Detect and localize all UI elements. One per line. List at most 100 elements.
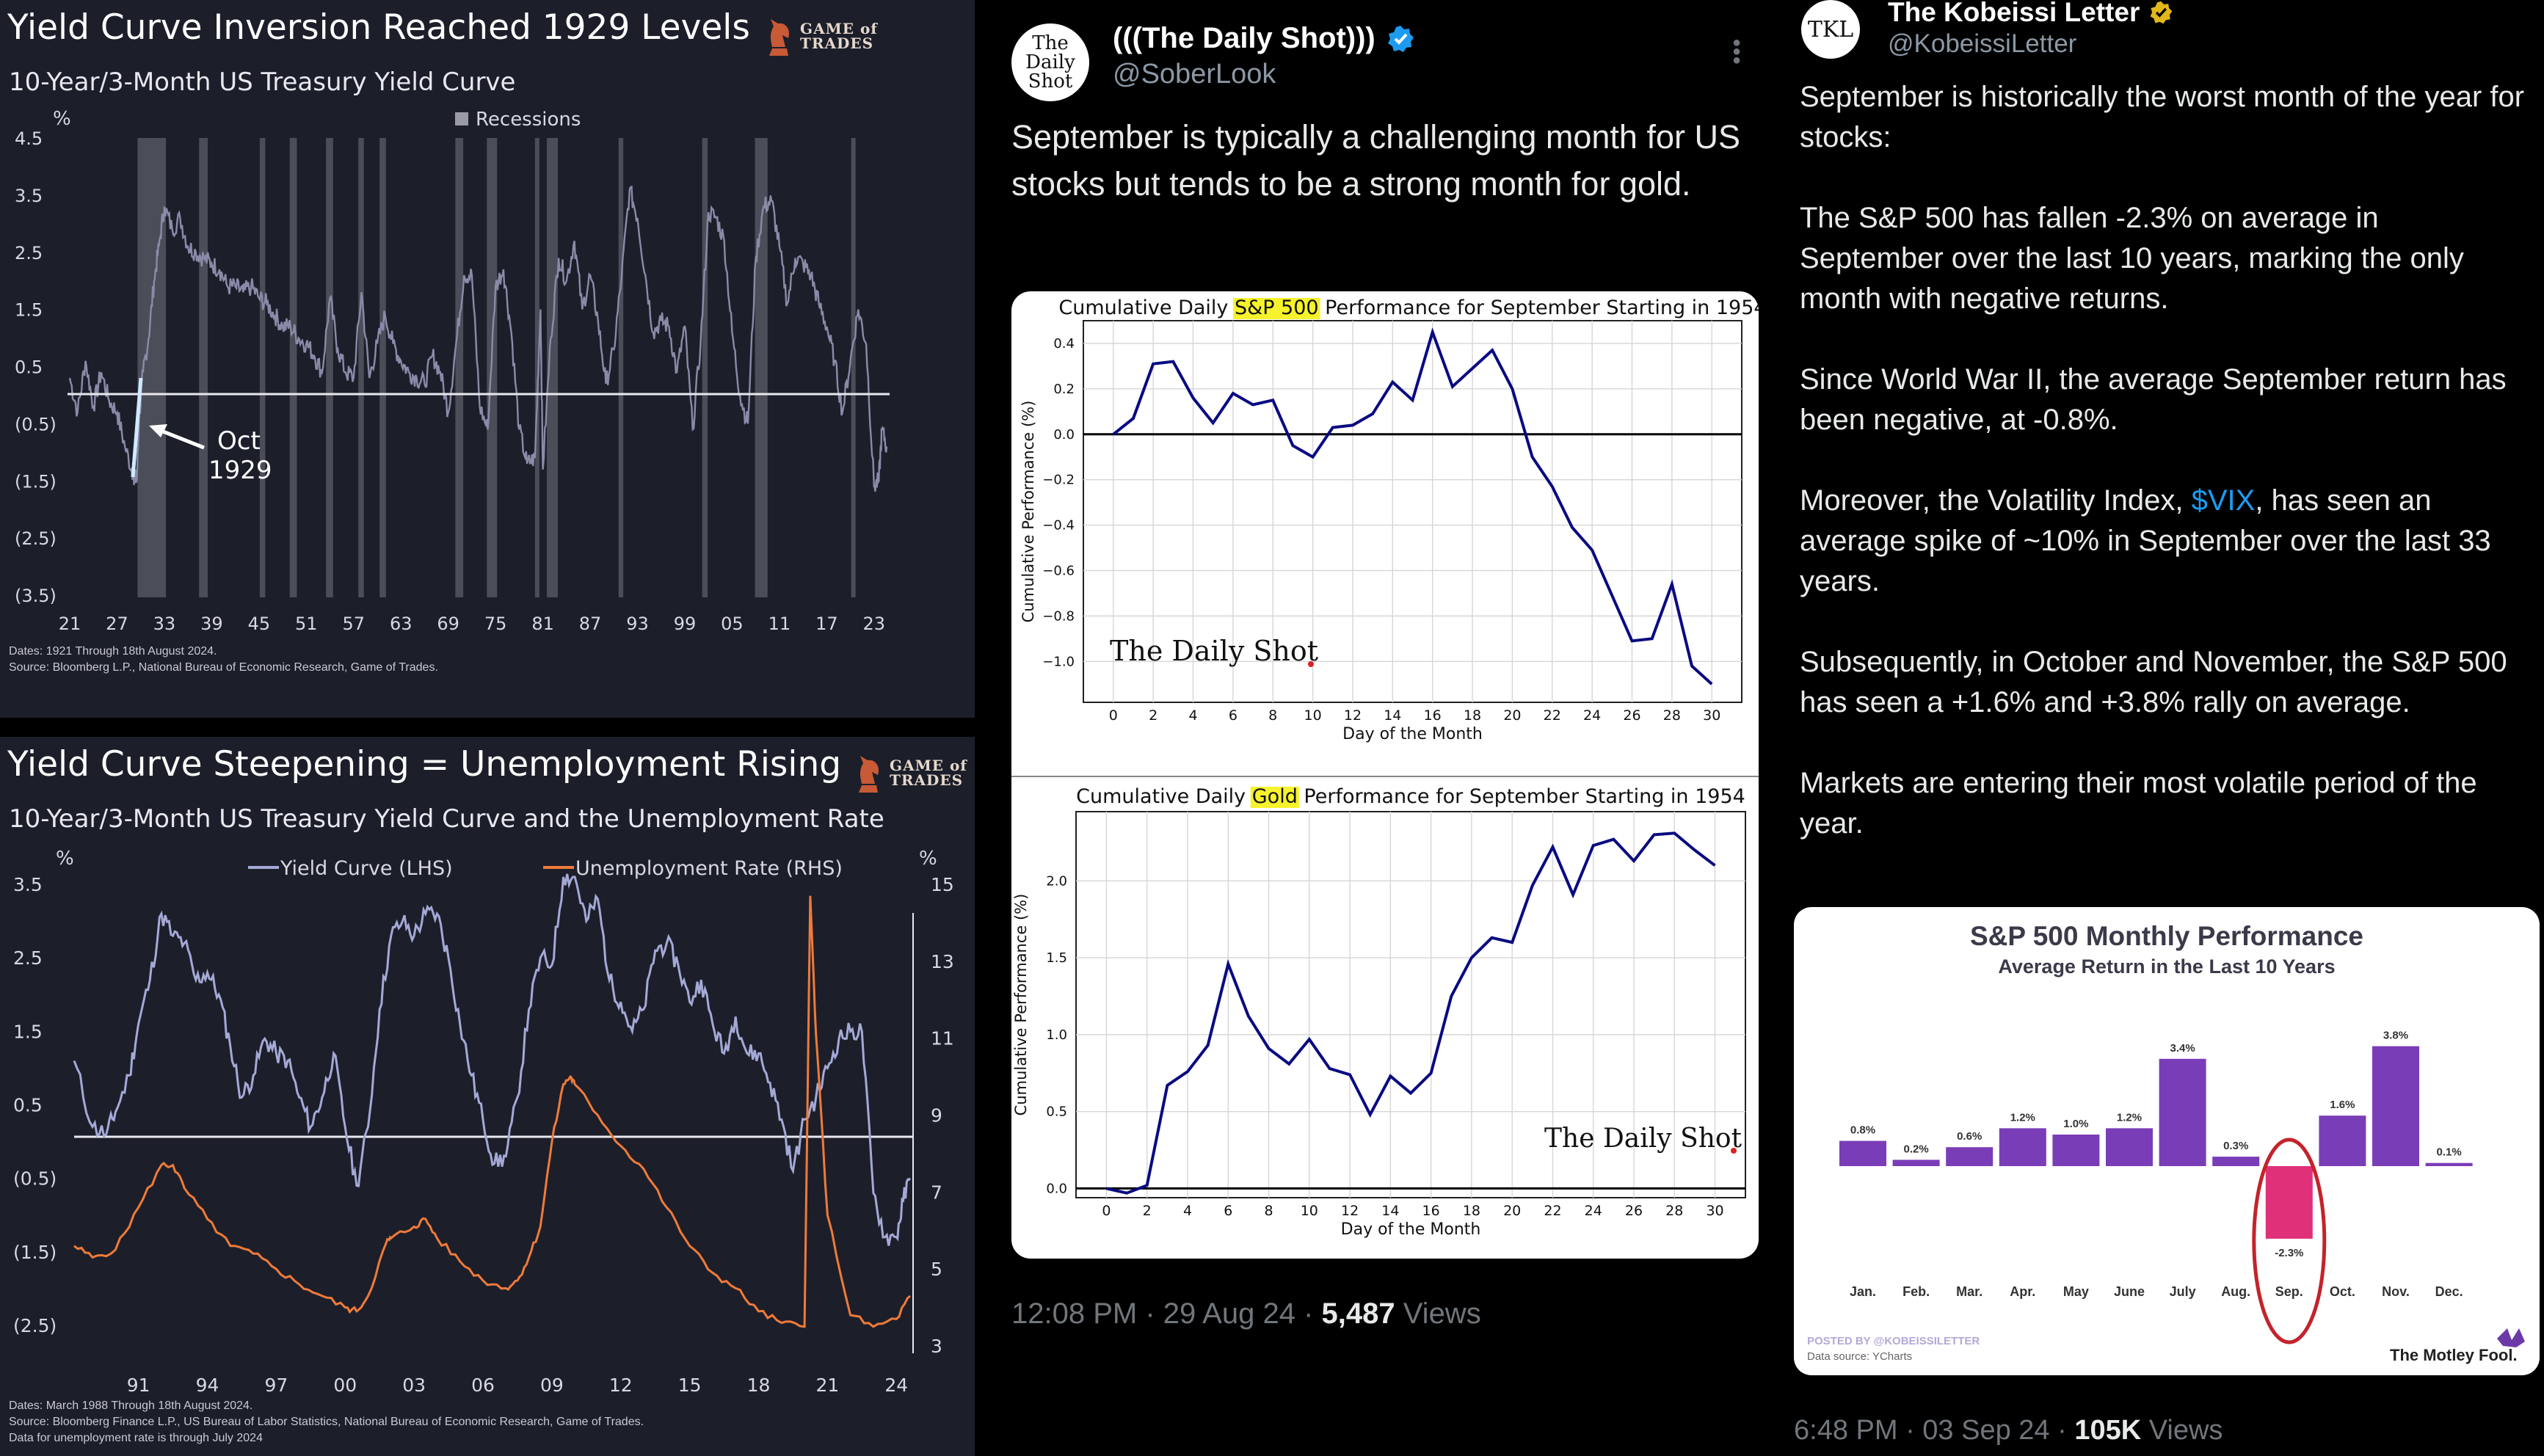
highlight-circle: [2252, 1138, 2327, 1344]
views-label: Views: [2148, 1415, 2223, 1446]
source-note: Source: Bloomberg Finance L.P., US Burea…: [9, 1416, 644, 1428]
legend-recessions: Recessions: [476, 109, 581, 131]
y-right-tick-label: 9: [931, 1105, 942, 1126]
month-label: Jan.: [1850, 1284, 1876, 1299]
x-tick-label: 06: [471, 1375, 495, 1396]
watermark-dot: [1308, 661, 1314, 667]
x-tick-label: 30: [1703, 707, 1720, 724]
more-options-icon[interactable]: ● ● ●: [1732, 34, 1742, 68]
y-tick-label: 3.5: [15, 186, 43, 206]
x-tick-label: 24: [1585, 1203, 1602, 1219]
x-tick-label: 0: [1109, 707, 1118, 724]
x-tick-label: 22: [1544, 707, 1561, 724]
y-tick-label: 2.0: [1046, 873, 1067, 889]
month-label: Aug.: [2221, 1284, 2250, 1299]
y-tick-label: 4.5: [15, 128, 43, 149]
x-tick-label: 11: [768, 614, 791, 634]
bar-value-label: 1.2%: [2010, 1111, 2035, 1124]
y-left-tick-label: 3.5: [13, 874, 43, 895]
chart-title: Yield Curve Inversion Reached 1929 Level…: [7, 7, 750, 48]
x-tick-label: 20: [1503, 707, 1521, 724]
author-handle[interactable]: @KobeissiLetter: [1888, 29, 2077, 58]
x-tick-label: 39: [200, 614, 223, 634]
recession-band: [199, 138, 208, 597]
y-right-tick-label: 13: [931, 951, 954, 972]
x-tick-label: 14: [1381, 1203, 1399, 1219]
y-tick-label: −1.0: [1042, 654, 1075, 669]
x-tick-label: 93: [626, 614, 649, 634]
bar: [1999, 1128, 2046, 1166]
x-tick-label: 28: [1665, 1203, 1683, 1219]
title-highlight-background: [1250, 787, 1299, 808]
legend-swatch-recessions: [455, 112, 468, 125]
tweet-meta: 12:08 PM · 29 Aug 24 · 5,487 Views: [1011, 1297, 1481, 1331]
y-right-tick-label: 11: [931, 1028, 954, 1049]
x-tick-label: 0: [1102, 1203, 1111, 1219]
y-tick-label: 0.4: [1053, 336, 1075, 352]
bar: [1946, 1147, 1994, 1166]
verified-badge-icon: [2150, 1, 2173, 24]
y-left-tick-label: 1.5: [13, 1021, 43, 1042]
avatar[interactable]: TKL: [1801, 0, 1860, 59]
y-tick-label: −0.2: [1042, 473, 1075, 488]
x-tick-label: 51: [295, 614, 318, 634]
yield-curve-line: [68, 185, 888, 492]
x-axis-label: Day of the Month: [1341, 1220, 1481, 1239]
cashtag-link[interactable]: $VIX: [2191, 484, 2256, 517]
data-source: Data source: YCharts: [1807, 1350, 1912, 1363]
dates-note: Dates: 1921 Through 18th August 2024.: [9, 645, 217, 658]
yield-unemployment-panel: Yield Curve Steepening = Unemployment Ri…: [0, 737, 975, 1456]
x-tick-label: 24: [884, 1375, 908, 1396]
x-tick-label: 18: [1463, 1203, 1480, 1219]
y-unit-label: %: [53, 108, 71, 130]
avatar[interactable]: The Daily Shot: [1011, 23, 1089, 101]
recession-band: [379, 138, 386, 597]
tweet-image[interactable]: Cumulative Daily S&P 500 Performance for…: [1011, 291, 1759, 1259]
plot-frame: [1075, 811, 1746, 1198]
x-tick-label: 26: [1623, 707, 1640, 724]
month-label: May: [2063, 1284, 2089, 1299]
x-tick-label: 10: [1304, 707, 1321, 724]
author-name[interactable]: The Kobeissi Letter: [1888, 0, 2140, 27]
timestamp[interactable]: 6:48 PM · 03 Sep 24 ·: [1794, 1415, 2075, 1446]
author-name[interactable]: (((The Daily Shot))): [1113, 22, 1375, 54]
watermark: The Daily Shot: [1110, 635, 1318, 667]
kobeissi-tweet[interactable]: TKL The Kobeissi Letter @KobeissiLetter …: [1784, 0, 2544, 1456]
y-left-tick-label: (0.5): [13, 1168, 57, 1190]
recession-band: [326, 138, 333, 597]
author-row: (((The Daily Shot))): [1113, 22, 1415, 55]
y-tick-label: −0.4: [1042, 518, 1075, 534]
chart-title: S&P 500 Monthly Performance: [1970, 921, 2363, 951]
y-tick-label: 2.5: [15, 243, 43, 263]
timestamp[interactable]: 12:08 PM · 29 Aug 24 ·: [1011, 1297, 1322, 1330]
y-tick-label: (0.5): [15, 414, 57, 434]
knight-icon: [859, 756, 879, 793]
bar: [2425, 1162, 2473, 1166]
x-tick-label: 8: [1268, 707, 1277, 724]
posted-by: POSTED BY @KOBEISSILETTER: [1807, 1335, 1980, 1347]
bar-value-label: 1.2%: [2117, 1111, 2142, 1124]
author-handle[interactable]: @SoberLook: [1113, 59, 1276, 90]
tweet-image[interactable]: S&P 500 Monthly Performance Average Retur…: [1794, 907, 2540, 1375]
y-tick-label: 1.5: [1046, 950, 1067, 966]
recession-band: [259, 138, 266, 597]
yield-unemployment-chart: % % Yield Curve (LHS) Unemployment Rate …: [13, 848, 954, 1396]
annotation-arrow: [155, 426, 205, 450]
y-tick-label: −0.6: [1042, 563, 1075, 578]
month-label: Nov.: [2382, 1284, 2410, 1299]
x-tick-label: 05: [721, 614, 744, 634]
daily-shot-tweet[interactable]: The Daily Shot (((The Daily Shot))) @Sob…: [989, 0, 1770, 1456]
tweet-meta: 6:48 PM · 03 Sep 24 · 105K Views: [1794, 1415, 2223, 1446]
yield-curve-chart: % Recessions 4.5 3.5 2.5 1.5 0.5 (0.5) (1.5) (2…: [15, 108, 890, 634]
x-tick-label: 87: [579, 614, 602, 634]
recession-band: [455, 138, 464, 597]
logo-text-bottom: TRADES: [890, 771, 964, 789]
title-highlight-background: [1233, 298, 1320, 319]
x-tick-label: 00: [333, 1375, 357, 1396]
month-label: June: [2114, 1284, 2145, 1299]
y-tick-label: 0.0: [1046, 1181, 1067, 1196]
x-tick-label: 26: [1625, 1203, 1643, 1219]
bar-value-label: 0.3%: [2223, 1140, 2248, 1152]
logo-text-top: GAME of: [890, 757, 967, 774]
performance-line: [1106, 831, 1716, 1195]
